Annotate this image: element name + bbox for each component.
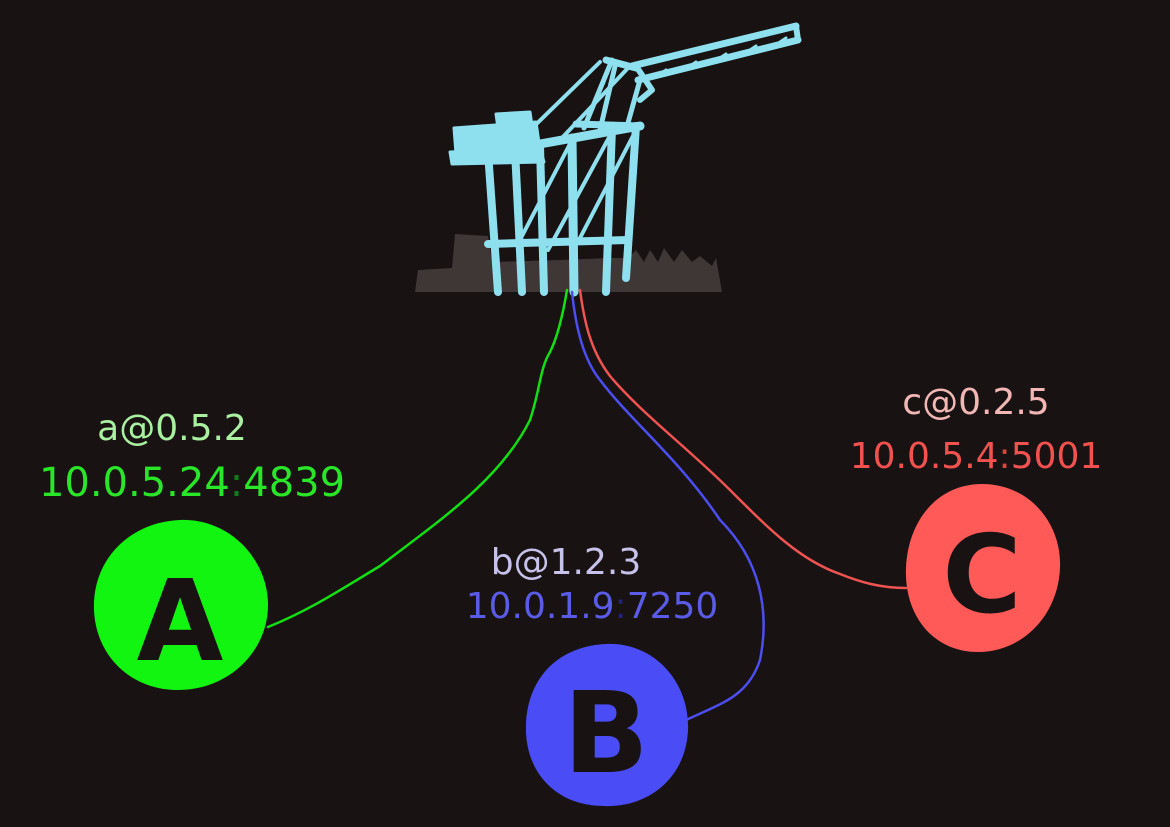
link-a-to-hub: [266, 288, 569, 629]
node-c-port: 5001: [1011, 436, 1103, 477]
link-c-to-hub: [578, 288, 908, 590]
node-c-separator: :: [999, 436, 1011, 477]
node-c-letter: C: [942, 513, 1021, 638]
node-a-separator: :: [230, 460, 243, 506]
node-a-letter: A: [137, 557, 224, 687]
node-c-ip: 10.0.5.4: [850, 436, 999, 477]
node-a-port: 4839: [243, 460, 345, 506]
node-b-address: 10.0.1.9:7250: [466, 586, 719, 627]
node-b-separator: :: [615, 586, 627, 627]
node-b-name: b@1.2.3: [491, 542, 641, 583]
port-crane-icon: [415, 22, 802, 297]
node-b-port: 7250: [627, 586, 719, 627]
node-c-address: 10.0.5.4:5001: [850, 436, 1103, 477]
node-c-circle: [905, 484, 1061, 652]
node-c[interactable]: C: [905, 484, 1061, 652]
node-c-name: c@0.2.5: [902, 382, 1049, 423]
node-b-circle: [525, 643, 689, 807]
node-b-letter: B: [563, 669, 648, 799]
node-b-ip: 10.0.1.9: [466, 586, 615, 627]
link-b-to-hub: [570, 290, 765, 722]
node-a[interactable]: A: [93, 519, 268, 690]
node-a-name: a@0.5.2: [97, 408, 247, 449]
node-b[interactable]: B: [525, 643, 689, 807]
node-a-address: 10.0.5.24:4839: [39, 460, 345, 506]
node-a-ip: 10.0.5.24: [39, 460, 230, 506]
node-a-circle: [93, 519, 268, 690]
